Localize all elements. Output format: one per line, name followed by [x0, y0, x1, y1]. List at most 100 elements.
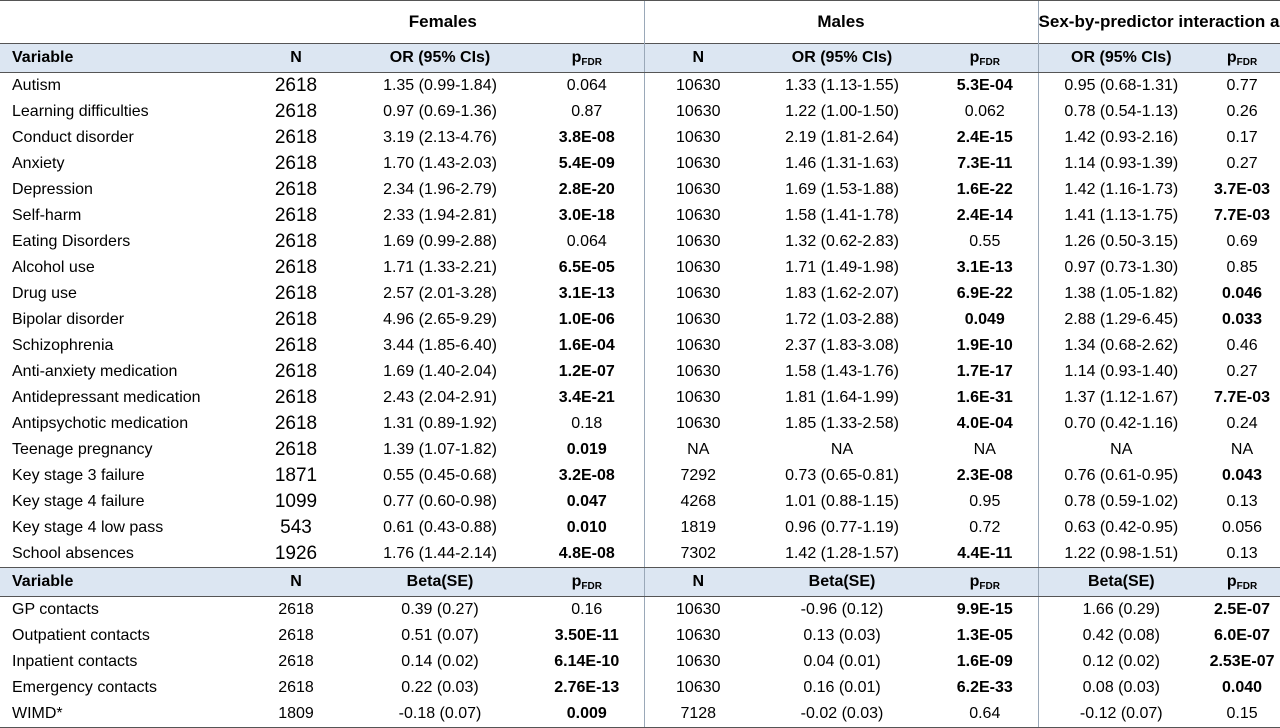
male-p: 0.049 [964, 311, 1005, 328]
male-estimate: 1.85 (1.33-2.58) [785, 415, 899, 432]
interaction-estimate: 2.88 (1.29-6.45) [1037, 307, 1205, 333]
interaction-estimate: 1.66 (0.29) [1037, 596, 1205, 623]
male-estimate: 0.16 (0.01) [803, 679, 881, 696]
male-p: 1.6E-09 [956, 653, 1013, 670]
male-p: 0.64 [932, 701, 1039, 728]
interaction-p: 0.17 [1226, 129, 1258, 146]
female-p: 0.18 [571, 415, 603, 432]
interaction-p: 0.24 [1226, 415, 1258, 432]
female-n: 543 [280, 517, 312, 538]
col-m-n: N [643, 43, 753, 73]
female-estimate: 0.77 (0.60-0.98) [383, 493, 497, 510]
interaction-p: 7.7E-03 [1214, 389, 1271, 406]
interaction-p: 0.040 [1222, 679, 1263, 696]
male-p: 1.9E-10 [956, 337, 1013, 354]
table-row: Anxiety 2618 1.70 (1.43-2.03) 5.4E-09 10630 1… [0, 151, 1280, 177]
male-p: NA [973, 441, 996, 458]
column-header-row-beta: Variable N Beta(SE) pFDR N Beta(SE) pFDR… [0, 567, 1280, 597]
table-row: WIMD* 1809 -0.18 (0.07) 0.009 7128 -0.02 (0.0… [0, 701, 1280, 728]
row-variable: Key stage 4 failure [12, 493, 145, 510]
interaction-estimate: 0.12 (0.02) [1037, 649, 1205, 675]
male-p: 0.55 [969, 233, 1001, 250]
interaction-estimate: 1.14 (0.93-1.40) [1037, 359, 1205, 385]
female-n: 2618 [274, 413, 318, 434]
col-f-or: OR (95% CIs) [350, 43, 530, 73]
col-f-p-2: pFDR [530, 567, 645, 597]
female-p: 0.047 [566, 493, 607, 510]
male-n: 10630 [643, 125, 753, 151]
interaction-p: 0.85 [1226, 259, 1258, 276]
female-p: 2.8E-20 [558, 181, 615, 198]
female-p: 1.0E-06 [558, 311, 615, 328]
table-row: Bipolar disorder 2618 4.96 (2.65-9.29) 1.0E… [0, 307, 1280, 333]
male-p: 1.6E-31 [956, 389, 1013, 406]
male-p: 1.3E-05 [956, 627, 1013, 644]
row-variable: Drug use [12, 285, 77, 302]
female-p: 0.019 [566, 441, 607, 458]
row-variable: Anti-anxiety medication [12, 363, 178, 380]
group-empty [0, 0, 242, 44]
female-p: 6.5E-05 [558, 259, 615, 276]
female-p: 5.4E-09 [558, 155, 615, 172]
interaction-p: 0.13 [1204, 541, 1280, 568]
male-estimate: 1.46 (1.31-1.63) [785, 155, 899, 172]
female-p: 0.87 [571, 103, 603, 120]
female-estimate: 0.14 (0.02) [401, 653, 479, 670]
table-row: Eating Disorders 2618 1.69 (0.99-2.88) 0.06… [0, 229, 1280, 255]
male-p: 9.9E-15 [956, 601, 1013, 618]
table-row: Antidepressant medication 2618 2.43 (2.04-… [0, 385, 1280, 411]
male-estimate: 1.01 (0.88-1.15) [785, 493, 899, 510]
table-row: Depression 2618 2.34 (1.96-2.79) 2.8E-20 106… [0, 177, 1280, 203]
table-row: Schizophrenia 2618 3.44 (1.85-6.40) 1.6E-04… [0, 333, 1280, 359]
male-n: 10630 [643, 72, 753, 99]
male-n: 4268 [643, 489, 753, 515]
female-n: 2618 [274, 309, 318, 330]
interaction-p: 0.046 [1222, 285, 1263, 302]
column-header-row: Variable N OR (95% CIs) pFDR N OR (95% C… [0, 43, 1280, 73]
interaction-p: 0.27 [1226, 155, 1258, 172]
table-row: Teenage pregnancy 2618 1.39 (1.07-1.82) 0.0… [0, 437, 1280, 463]
male-n: 10630 [643, 151, 753, 177]
table-row: Emergency contacts 2618 0.22 (0.03) 2.76E-1… [0, 675, 1280, 701]
female-estimate: 1.35 (0.99-1.84) [383, 77, 497, 94]
female-p: 3.4E-21 [558, 389, 615, 406]
female-estimate: 0.22 (0.03) [401, 679, 479, 696]
interaction-p: 2.53E-07 [1209, 653, 1275, 670]
female-estimate: 2.34 (1.96-2.79) [383, 181, 497, 198]
male-estimate: -0.02 (0.03) [752, 701, 933, 728]
male-estimate: 1.69 (1.53-1.88) [785, 181, 899, 198]
male-p: 1.6E-22 [956, 181, 1013, 198]
interaction-estimate: -0.12 (0.07) [1037, 701, 1205, 728]
female-estimate: 0.39 (0.27) [401, 601, 479, 618]
table-row: GP contacts 2618 0.39 (0.27) 0.16 10630 -0.96… [0, 596, 1280, 623]
female-n: 2618 [278, 679, 314, 696]
col-m-p-2: pFDR [932, 567, 1039, 597]
male-estimate: 1.58 (1.41-1.78) [785, 207, 899, 224]
row-variable: Anxiety [12, 155, 65, 172]
male-n: 10630 [643, 359, 753, 385]
interaction-estimate: 1.37 (1.12-1.67) [1037, 385, 1205, 411]
beta-section: GP contacts 2618 0.39 (0.27) 0.16 10630 -0.96… [0, 596, 1280, 728]
female-estimate: 1.39 (1.07-1.82) [383, 441, 497, 458]
male-estimate: 1.42 (1.28-1.57) [752, 541, 933, 568]
male-n: 10630 [643, 177, 753, 203]
male-estimate: 1.83 (1.62-2.07) [785, 285, 899, 302]
col-i-beta: Beta(SE) [1037, 567, 1205, 597]
row-variable: Eating Disorders [12, 233, 131, 250]
female-p: 1.6E-04 [558, 337, 615, 354]
row-variable: Conduct disorder [12, 129, 134, 146]
interaction-estimate: 1.14 (0.93-1.39) [1037, 151, 1205, 177]
female-p: 4.8E-08 [530, 541, 645, 568]
female-n: 1871 [274, 465, 318, 486]
interaction-p: 0.69 [1226, 233, 1258, 250]
male-n: 10630 [643, 596, 753, 623]
male-n: NA [643, 437, 753, 463]
row-variable: Antipsychotic medication [12, 415, 189, 432]
interaction-estimate: 0.95 (0.68-1.31) [1037, 72, 1205, 99]
col-m-n-2: N [643, 567, 753, 597]
female-p: 6.14E-10 [554, 653, 620, 670]
male-n: 7292 [643, 463, 753, 489]
interaction-estimate: 1.42 (1.16-1.73) [1037, 177, 1205, 203]
table-row: Key stage 3 failure 1871 0.55 (0.45-0.68) 3… [0, 463, 1280, 489]
male-estimate: 0.73 (0.65-0.81) [785, 467, 899, 484]
